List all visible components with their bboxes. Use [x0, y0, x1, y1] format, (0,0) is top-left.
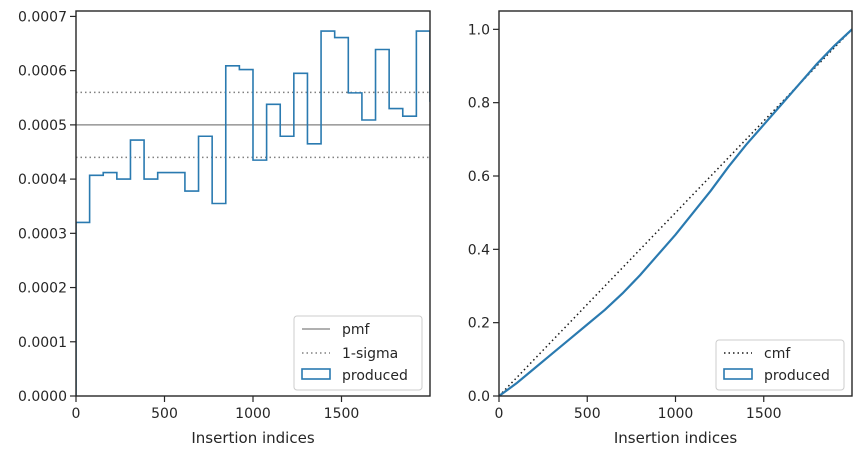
y-tick-label: 0.0003: [18, 226, 67, 242]
x-tick-label: 1000: [658, 406, 694, 422]
x-axis-label: Insertion indices: [614, 429, 737, 447]
x-tick-label: 500: [574, 406, 601, 422]
y-tick-label: 0.0004: [18, 172, 67, 188]
legend: cmf produced: [715, 339, 845, 391]
cumulative-plot: [499, 28, 852, 396]
x-tick-label: 1000: [235, 406, 271, 422]
x-tick-label: 0: [72, 406, 81, 422]
y-tick-label: 0.8: [468, 96, 490, 112]
x-axis-label: Insertion indices: [191, 429, 314, 447]
legend-pmf-label: pmf: [342, 322, 371, 338]
legend-cmf-label: cmf: [764, 346, 791, 362]
histogram-plot: [76, 30, 430, 396]
x-tick-label: 500: [151, 406, 178, 422]
y-tick-label: 0.0006: [18, 64, 67, 80]
y-tick-label: 1.0: [468, 22, 490, 38]
y-tick-label: 0.2: [468, 316, 490, 332]
y-tick-label: 0.0007: [18, 9, 67, 25]
x-tick-label: 1500: [746, 406, 782, 422]
axes-frame: [498, 10, 853, 397]
legend-produced-label: produced: [342, 368, 408, 384]
produced-line: [499, 28, 852, 396]
y-tick-label: 0.6: [468, 169, 490, 185]
y-tick-label: 0.0005: [18, 118, 67, 134]
legend-produced-swatch: [723, 368, 753, 380]
y-tick-label: 0.4: [468, 242, 490, 258]
legend-sigma-label: 1-sigma: [342, 346, 398, 362]
y-tick-label: 0.0000: [18, 389, 67, 405]
legend: pmf 1-sigma produced: [293, 315, 423, 391]
legend-box: [293, 315, 423, 391]
legend-produced-swatch: [301, 368, 331, 380]
y-tick-label: 0.0: [468, 389, 490, 405]
axes-2: 0 500 1000 1500 0.0 0.2 0.4 0.6 0.8 1.0 Insertion …: [468, 22, 782, 447]
axes-1: 0 500 1000 1500 0.0000 0.0001 0.0002 0.0003 0.00…: [18, 9, 359, 447]
y-tick-label: 0.0001: [18, 335, 67, 351]
x-tick-label: 1500: [324, 406, 360, 422]
x-tick-label: 0: [495, 406, 504, 422]
legend-produced-label: produced: [764, 368, 830, 384]
produced-histogram: [76, 30, 430, 396]
y-tick-label: 0.0002: [18, 281, 67, 297]
